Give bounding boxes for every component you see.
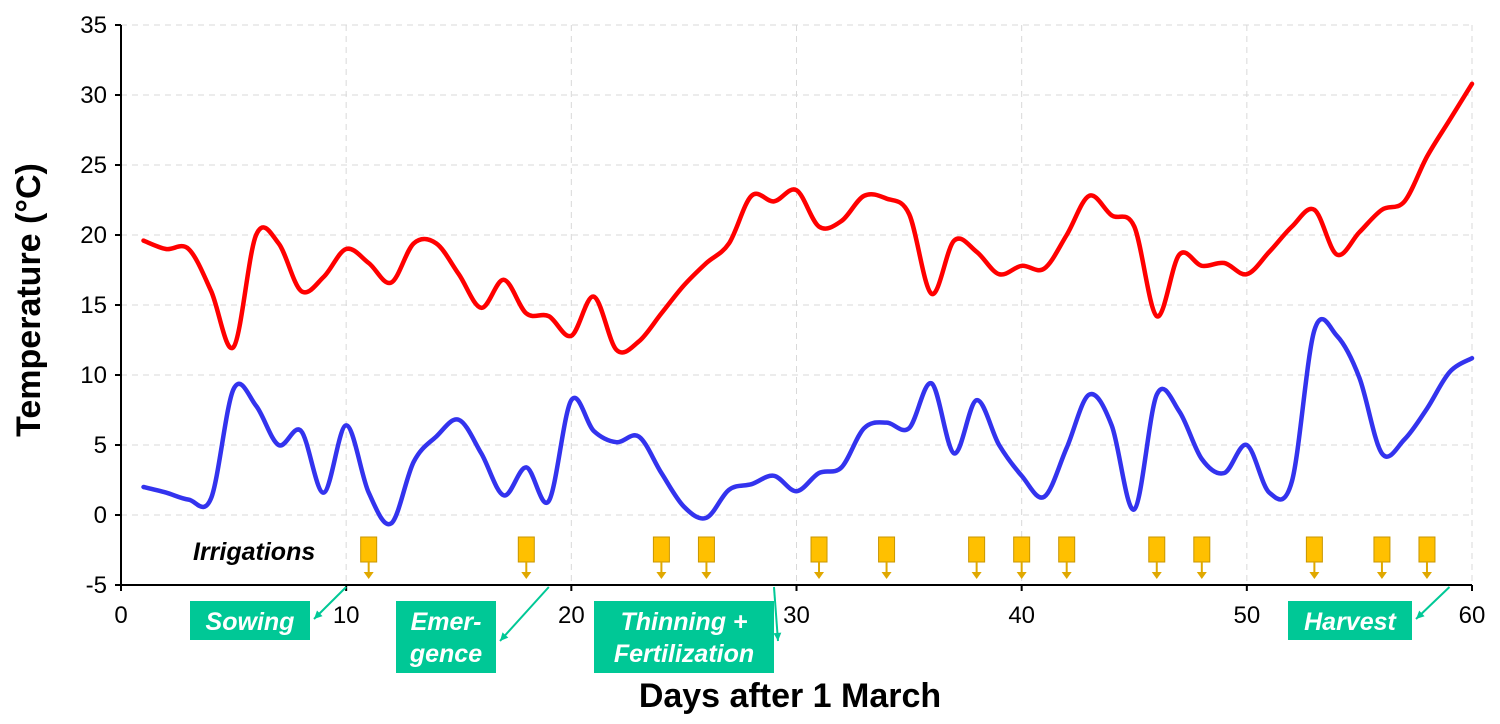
stage-label: Emer-gence (409, 608, 482, 668)
y-tick-label: 30 (80, 82, 107, 109)
x-tick-label: 40 (1008, 602, 1035, 629)
x-tick-label: 20 (558, 602, 585, 629)
y-tick-label: 5 (94, 432, 107, 459)
stage-box (396, 601, 496, 673)
x-tick-label: 0 (114, 602, 127, 629)
stage-thinning: Thinning + Fertilization (594, 586, 782, 673)
y-tick-label: 35 (80, 12, 107, 39)
y-tick-label: 25 (80, 152, 107, 179)
irrigation-marker (810, 536, 828, 579)
irrigations-label: Irrigations (193, 538, 315, 566)
irrigation-marker (517, 536, 535, 579)
growth-stages: Sowing Emer-gence Thinning + Fertilization H… (190, 586, 1451, 673)
irrigation-markers: Irrigations (193, 536, 1436, 579)
stage-arrowhead (500, 632, 509, 641)
stage-arrow (499, 586, 550, 642)
stage-label: Sowing (206, 608, 295, 636)
irrigation-marker (652, 536, 670, 579)
stage-box (594, 601, 774, 673)
y-tick-label: -5 (86, 572, 107, 599)
irrigation-marker (1193, 536, 1211, 579)
stage-harvest: Harvest (1288, 586, 1451, 640)
irrigation-marker (878, 536, 896, 579)
stage-sowing: Sowing (190, 586, 347, 640)
y-tick-label: 10 (80, 362, 107, 389)
x-tick-label: 50 (1233, 602, 1260, 629)
irrigation-marker (1418, 536, 1436, 579)
stage-box (1288, 601, 1412, 640)
stage-arrow (772, 586, 779, 642)
y-tick-label: 20 (80, 222, 107, 249)
x-tick-label: 10 (333, 602, 360, 629)
series-line-red (141, 81, 1475, 355)
x-tick-label: 30 (783, 602, 810, 629)
stage-arrowhead (314, 610, 323, 619)
irrigation-marker (968, 536, 986, 579)
tick-labels: -5 0 5 10 15 20 25 30 35 0 10 20 30 40 50 60 (80, 12, 1485, 629)
irrigation-marker (360, 536, 378, 579)
stage-emergence: Emer-gence (396, 586, 550, 673)
stage-label: Thinning + Fertilization (614, 608, 754, 668)
irrigation-marker (697, 536, 715, 579)
series-line-blue (141, 316, 1475, 527)
y-tick-label: 0 (94, 502, 107, 529)
stage-arrowhead (1416, 610, 1425, 619)
y-tick-label: 15 (80, 292, 107, 319)
stage-box (190, 601, 310, 640)
stage-arrowhead (773, 632, 782, 641)
stage-label: Harvest (1304, 608, 1397, 636)
x-tick-label: 60 (1459, 602, 1486, 629)
series-lines (141, 81, 1475, 527)
axes (115, 24, 1473, 591)
irrigation-marker (1013, 536, 1031, 579)
irrigation-marker (1058, 536, 1076, 579)
irrigation-marker (1305, 536, 1323, 579)
grid-lines (121, 24, 1473, 585)
irrigation-marker (1373, 536, 1391, 579)
y-axis-title: Temperature (°C) (10, 163, 48, 437)
x-axis-title: Days after 1 March (639, 677, 941, 715)
irrigation-marker (1148, 536, 1166, 579)
